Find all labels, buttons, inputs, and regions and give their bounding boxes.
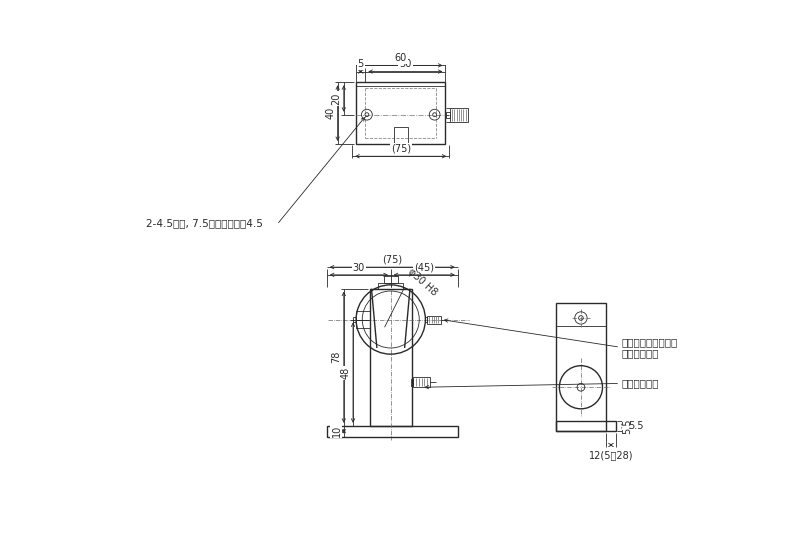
Text: 30: 30 [353, 263, 365, 272]
Text: 鏡筒クランプゝねじ: 鏡筒クランプゝねじ [622, 337, 678, 348]
Text: 20: 20 [331, 92, 342, 105]
Bar [556, 421, 615, 431]
Bar [427, 316, 441, 324]
Text: (45): (45) [414, 263, 434, 272]
Bar [356, 82, 446, 144]
Text: 5.5: 5.5 [622, 419, 633, 434]
Text: φ30 H8: φ30 H8 [406, 267, 439, 298]
Bar [425, 317, 427, 322]
Text: 78: 78 [331, 351, 342, 364]
Bar [410, 379, 413, 386]
Text: 40: 40 [326, 107, 335, 119]
Bar [556, 302, 606, 431]
Bar [450, 108, 468, 122]
Bar [327, 426, 458, 437]
Text: 48: 48 [341, 366, 350, 379]
Text: 12(5～28): 12(5～28) [589, 450, 634, 461]
Text: 2-4.5キリ, 7.5深ザグリ深あ4.5: 2-4.5キリ, 7.5深ザグリ深あ4.5 [146, 218, 262, 228]
Bar [370, 289, 411, 426]
Text: (75): (75) [390, 144, 411, 154]
Bar [394, 127, 408, 145]
Text: 10: 10 [331, 425, 342, 437]
Text: 5.5: 5.5 [628, 421, 643, 431]
Text: (75): (75) [382, 255, 402, 265]
Text: 位置変更可能: 位置変更可能 [622, 348, 659, 359]
Text: 60: 60 [394, 53, 407, 63]
Text: 50: 50 [399, 59, 411, 69]
Bar [378, 282, 403, 289]
Text: 5: 5 [358, 59, 364, 69]
Text: 粗動ハンドル: 粗動ハンドル [622, 378, 659, 389]
Bar [384, 276, 398, 282]
Bar [413, 377, 430, 387]
Bar [446, 112, 450, 118]
Bar [356, 311, 370, 328]
